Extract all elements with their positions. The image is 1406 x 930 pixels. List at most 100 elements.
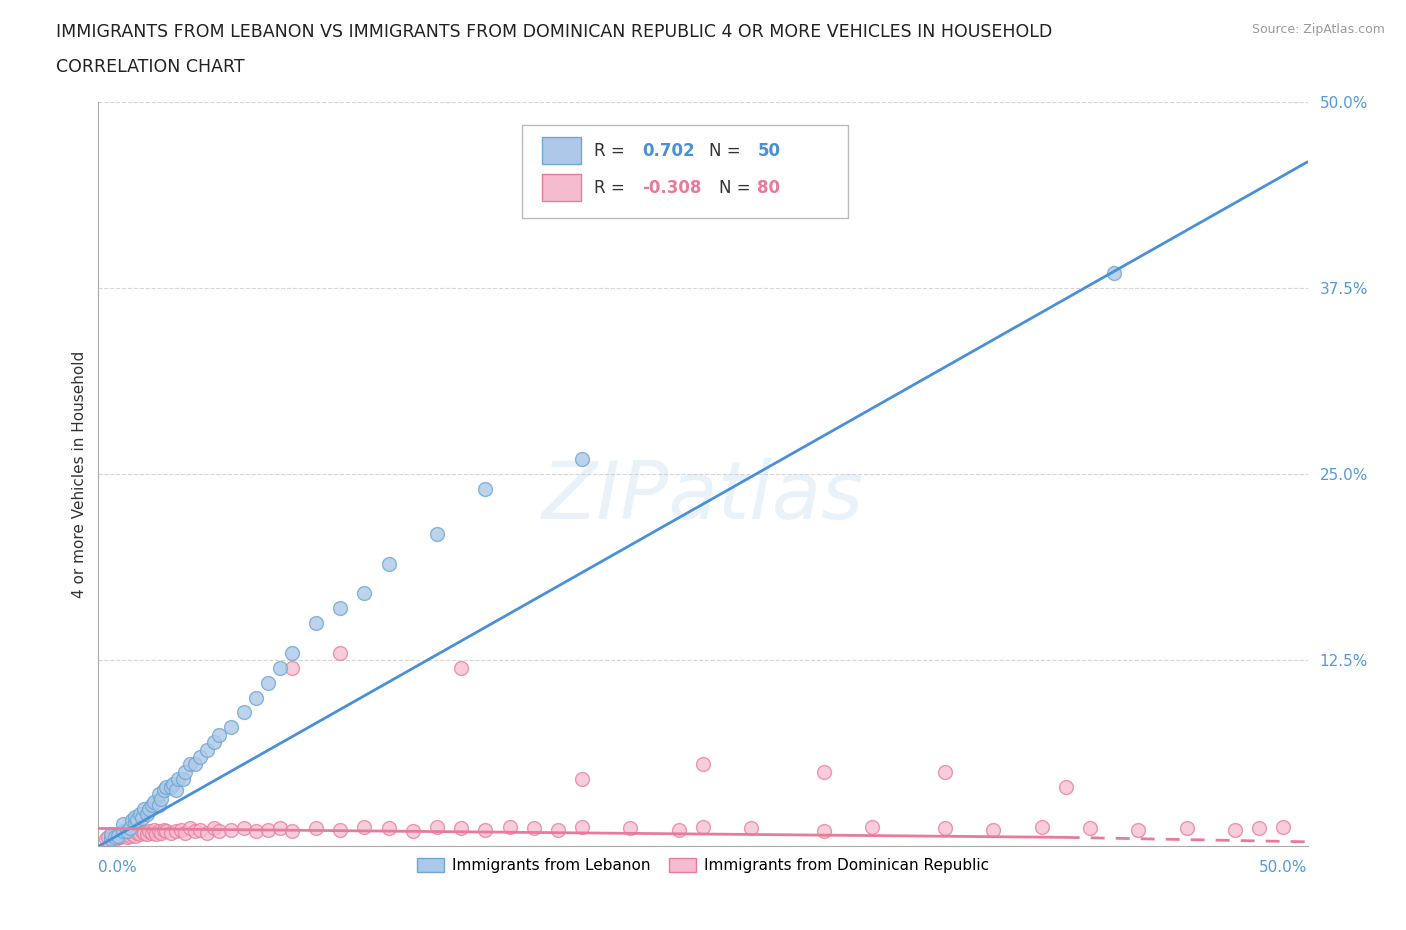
Point	[107, 829, 129, 844]
Point	[269, 660, 291, 675]
Point	[167, 772, 190, 787]
Point	[934, 821, 956, 836]
Point	[138, 802, 160, 817]
Text: IMMIGRANTS FROM LEBANON VS IMMIGRANTS FROM DOMINICAN REPUBLIC 4 OR MORE VEHICLES: IMMIGRANTS FROM LEBANON VS IMMIGRANTS FR…	[56, 23, 1053, 41]
Point	[1249, 821, 1271, 836]
Point	[138, 824, 160, 839]
Point	[179, 757, 201, 772]
Text: R =: R =	[595, 179, 630, 197]
Point	[111, 817, 134, 831]
Point	[184, 824, 207, 839]
Point	[208, 727, 231, 742]
Point	[474, 822, 496, 837]
Point	[145, 827, 167, 842]
Point	[148, 824, 170, 839]
Point	[619, 821, 641, 836]
Point	[104, 831, 127, 846]
Point	[134, 802, 156, 817]
FancyBboxPatch shape	[522, 125, 848, 218]
Point	[184, 757, 207, 772]
Point	[160, 826, 183, 841]
Text: N =: N =	[709, 141, 747, 160]
Point	[111, 824, 134, 839]
Point	[281, 645, 304, 660]
Point	[128, 806, 150, 821]
Point	[148, 787, 170, 802]
Point	[860, 819, 883, 834]
Point	[232, 821, 254, 836]
Point	[813, 824, 835, 839]
Bar	[543, 175, 581, 201]
Point	[195, 742, 218, 757]
Point	[117, 830, 139, 844]
Point	[141, 797, 163, 812]
Point	[450, 660, 472, 675]
Point	[204, 735, 226, 750]
Point	[165, 782, 187, 797]
Point	[281, 660, 304, 675]
Point	[174, 826, 197, 841]
Point	[450, 821, 472, 836]
Point	[269, 821, 291, 836]
Point	[160, 779, 183, 794]
Point	[232, 705, 254, 720]
Point	[692, 757, 714, 772]
Point	[143, 822, 166, 837]
Point	[107, 829, 129, 844]
Point	[547, 822, 569, 837]
Point	[377, 556, 399, 571]
Point	[256, 822, 278, 837]
Point	[498, 819, 520, 834]
Point	[1223, 822, 1246, 837]
Point	[1128, 822, 1150, 837]
Text: 50: 50	[758, 141, 780, 160]
Point	[221, 822, 243, 837]
Point	[245, 690, 267, 705]
Point	[474, 482, 496, 497]
Point	[150, 791, 173, 806]
Text: ZIPatlas: ZIPatlas	[541, 458, 865, 536]
Point	[740, 821, 762, 836]
Point	[108, 830, 131, 844]
Point	[1102, 266, 1125, 281]
Text: N =: N =	[718, 179, 755, 197]
Point	[174, 764, 197, 779]
Point	[111, 826, 134, 841]
Point	[981, 822, 1004, 837]
Point	[104, 830, 127, 844]
Point	[179, 821, 201, 836]
Point	[143, 794, 166, 809]
Point	[426, 526, 449, 541]
Point	[101, 829, 124, 844]
Point	[155, 779, 177, 794]
Point	[124, 824, 146, 839]
Point	[305, 616, 328, 631]
Point	[426, 819, 449, 834]
Point	[121, 827, 143, 842]
Point	[221, 720, 243, 735]
Point	[195, 826, 218, 841]
Text: 50.0%: 50.0%	[1260, 859, 1308, 875]
Point	[245, 824, 267, 839]
Point	[172, 772, 194, 787]
Point	[135, 827, 157, 842]
Point	[127, 826, 149, 841]
Point	[134, 826, 156, 841]
Point	[813, 764, 835, 779]
Point	[124, 809, 146, 824]
Point	[118, 821, 141, 836]
Point	[121, 812, 143, 827]
Point	[204, 821, 226, 836]
Point	[150, 826, 173, 841]
Point	[111, 829, 134, 844]
Point	[97, 830, 120, 844]
Text: 80: 80	[758, 179, 780, 197]
Point	[208, 824, 231, 839]
Point	[571, 452, 593, 467]
Point	[148, 797, 170, 812]
Point	[165, 824, 187, 839]
Y-axis label: 4 or more Vehicles in Household: 4 or more Vehicles in Household	[72, 351, 87, 598]
Point	[114, 827, 136, 842]
Text: 0.702: 0.702	[643, 141, 695, 160]
Point	[668, 822, 690, 837]
